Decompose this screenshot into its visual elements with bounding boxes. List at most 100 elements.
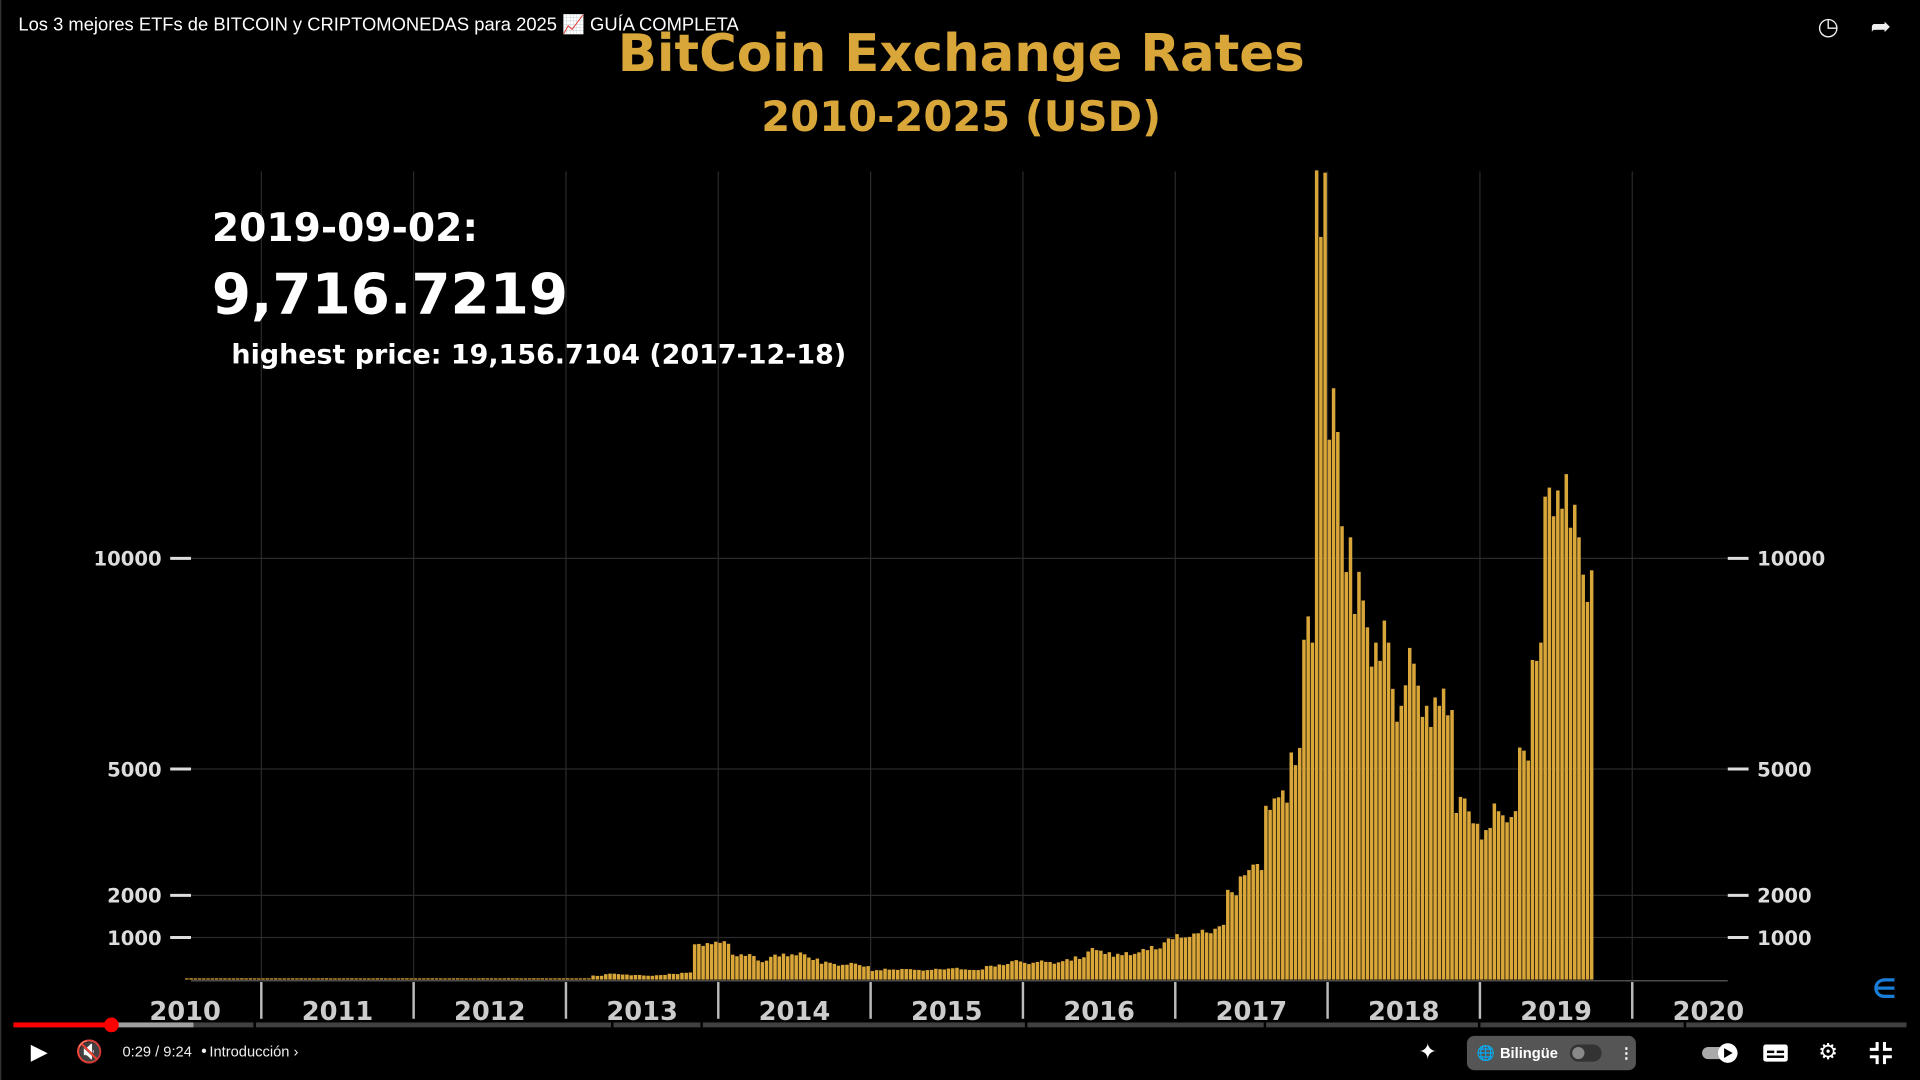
x-tick-label: 2016 <box>1063 997 1135 1027</box>
price-bar <box>1175 934 1179 980</box>
muted-icon[interactable]: 🔇 <box>75 1039 104 1066</box>
current-date: 2019-09-02: <box>212 206 478 251</box>
price-bar <box>1581 574 1585 980</box>
price-bar <box>574 978 578 980</box>
price-bar <box>337 978 341 980</box>
progress-bar[interactable] <box>13 1017 1907 1033</box>
price-bar <box>684 972 688 980</box>
price-bar <box>828 962 832 980</box>
price-bar <box>1433 697 1437 980</box>
price-bar <box>413 978 418 980</box>
price-bar <box>747 954 752 980</box>
price-bar <box>197 978 202 980</box>
price-bar <box>620 974 625 980</box>
price-bar <box>773 954 777 980</box>
price-bar <box>675 974 680 980</box>
chapter-label: Introducción <box>209 1043 290 1061</box>
price-bar <box>1247 870 1251 980</box>
price-bar <box>595 975 600 980</box>
price-bar <box>185 978 189 980</box>
price-bar <box>561 978 566 980</box>
price-bar <box>324 978 329 980</box>
bilingual-label: Bilingüe <box>1499 1044 1558 1062</box>
price-bar <box>1526 760 1530 980</box>
price-bar <box>316 978 320 980</box>
x-tick-label: 2019 <box>1520 997 1592 1027</box>
price-bar <box>523 978 528 980</box>
price-bar <box>1424 705 1429 980</box>
price-bar <box>506 978 511 980</box>
price-bar <box>1496 811 1501 980</box>
price-bar <box>295 978 299 980</box>
price-bar <box>240 978 244 980</box>
price-bar <box>870 971 875 980</box>
price-bar <box>1238 876 1243 980</box>
gear-icon[interactable]: ⚙ <box>1818 1039 1839 1066</box>
price-bar <box>1543 496 1547 980</box>
price-bar <box>1577 537 1581 980</box>
price-bar <box>565 978 570 980</box>
price-bar <box>1107 952 1112 980</box>
price-bar <box>1352 613 1357 980</box>
price-bar <box>908 969 913 980</box>
y-tick-label-right: 1000 <box>1757 927 1812 950</box>
price-bar <box>815 958 820 980</box>
price-bar <box>1293 765 1298 980</box>
price-bar <box>536 978 540 980</box>
price-bar <box>1285 802 1289 980</box>
price-bar <box>439 978 443 980</box>
price-bar <box>519 978 523 980</box>
price-bar <box>210 978 215 980</box>
price-bar <box>1479 839 1484 980</box>
scrubber-handle[interactable] <box>104 1017 119 1033</box>
price-bar <box>1386 642 1391 980</box>
price-bar <box>739 954 743 980</box>
price-bar <box>1475 823 1480 980</box>
price-bar <box>557 978 561 980</box>
price-bar <box>1403 685 1408 980</box>
price-bar <box>1302 639 1306 980</box>
price-bar <box>341 978 346 980</box>
toggle-switch[interactable] <box>1570 1044 1602 1062</box>
price-bar <box>1467 811 1471 980</box>
y-tick-label-right: 2000 <box>1757 885 1812 908</box>
exit-fullscreen-icon[interactable] <box>1866 1038 1895 1067</box>
price-bar <box>1357 571 1361 980</box>
price-bar <box>447 978 451 980</box>
price-bar <box>274 978 278 980</box>
video-title[interactable]: Los 3 mejores ETFs de BITCOIN y CRIPTOMO… <box>18 14 739 36</box>
autoplay-toggle[interactable] <box>1701 1038 1740 1067</box>
current-price: 9,716.7219 <box>212 262 568 327</box>
price-bar <box>764 960 769 980</box>
captions-icon[interactable] <box>1761 1038 1790 1067</box>
bilingual-toggle[interactable]: 🌐 Bilingüe ⋮ <box>1466 1035 1636 1071</box>
highest-price: highest price: 19,156.7104 (2017-12-18) <box>231 340 846 371</box>
price-bar <box>582 978 587 980</box>
play-icon[interactable]: ▶ <box>30 1039 48 1066</box>
separator-dot: • <box>199 1043 209 1061</box>
x-tick-label: 2018 <box>1368 997 1440 1027</box>
more-icon[interactable]: ⋮ <box>1619 1044 1634 1062</box>
share-icon[interactable]: ➦ <box>1870 11 1892 41</box>
price-bar <box>1204 932 1209 980</box>
price-bar <box>967 969 972 980</box>
sparkle-icon[interactable]: ✦ <box>1418 1039 1437 1066</box>
price-bar <box>790 954 794 980</box>
price-bar <box>1547 487 1552 980</box>
price-bar <box>1450 710 1454 980</box>
price-bar <box>616 974 621 980</box>
price-bar <box>455 978 460 980</box>
price-bar <box>777 956 782 980</box>
price-bar <box>1069 960 1073 980</box>
price-bar <box>726 943 731 980</box>
chapter-button[interactable]: Introducción › <box>209 1043 298 1060</box>
price-bar <box>1272 798 1277 980</box>
price-bar <box>1441 688 1446 980</box>
channel-watermark-icon[interactable]: ∈ <box>1872 974 1897 1006</box>
price-bar <box>1213 928 1217 980</box>
price-bar <box>1585 601 1590 980</box>
price-bar <box>375 978 380 980</box>
price-bar <box>269 978 274 980</box>
clock-icon[interactable]: ◷ <box>1817 11 1839 41</box>
